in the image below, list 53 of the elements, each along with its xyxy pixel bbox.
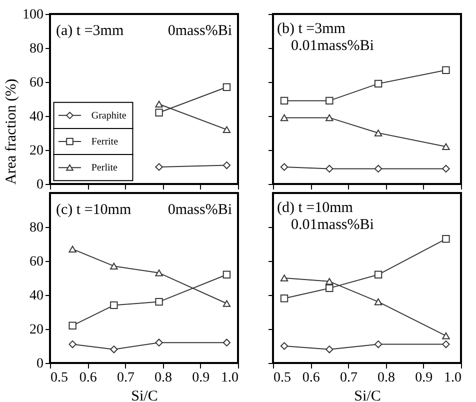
y-tick-label: 80 xyxy=(30,42,44,56)
legend-label: Graphite xyxy=(91,110,127,122)
point xyxy=(442,66,450,74)
annotation: 0mass%Bi xyxy=(168,202,232,218)
annotation: (d) t =10mm xyxy=(277,200,354,216)
annotation: (b) t =3mm xyxy=(277,21,346,37)
x-tick-label: 1.0 xyxy=(444,370,462,386)
point xyxy=(280,163,288,171)
x-tick-label: 0.7 xyxy=(340,370,358,386)
point xyxy=(374,164,382,173)
point xyxy=(155,163,163,171)
annotation: (a) t =3mm xyxy=(56,23,124,39)
annotation: 0.01mass%Bi xyxy=(291,38,374,54)
point xyxy=(222,161,231,170)
annotation: (c) t =10mm xyxy=(56,202,132,218)
point xyxy=(280,114,288,122)
point xyxy=(326,96,334,105)
y-tick-label: 40 xyxy=(30,288,44,304)
point xyxy=(222,83,231,91)
y-tick-label: 20 xyxy=(30,322,44,338)
x-axis-title: Si/C xyxy=(354,388,381,402)
legend-label: Perlite xyxy=(91,162,118,174)
x-tick-label: 0.9 xyxy=(192,370,210,386)
x-tick-label: 0.9 xyxy=(415,370,433,386)
annotation: 0mass%Bi xyxy=(168,23,232,39)
y-tick-label: 60 xyxy=(30,254,44,270)
x-tick-label: 0.5 xyxy=(50,370,68,386)
y-tick-label: 80 xyxy=(30,220,44,236)
y-tick-label: 60 xyxy=(30,76,44,90)
point xyxy=(374,130,382,136)
annotation: 0.01mass%Bi xyxy=(291,217,374,233)
x-tick-label: 0.6 xyxy=(302,370,320,386)
y-tick-label: 20 xyxy=(30,144,44,158)
y-tick-label: 0 xyxy=(36,178,44,192)
point xyxy=(374,80,382,88)
point xyxy=(442,143,450,150)
y-tick-label: 40 xyxy=(30,110,44,124)
point xyxy=(280,96,288,105)
x-tick-label: 0.7 xyxy=(116,370,134,386)
point xyxy=(442,164,450,173)
point xyxy=(155,108,163,116)
y-axis-title: Area fraction (%) xyxy=(4,78,20,184)
point xyxy=(326,164,334,173)
x-tick-label: 0.5 xyxy=(274,370,291,386)
x-axis-title: Si/C xyxy=(131,388,158,402)
x-tick-label: 0.8 xyxy=(378,370,396,386)
x-tick-label: 0.6 xyxy=(79,370,97,386)
point xyxy=(326,114,334,122)
legend-label: Ferrite xyxy=(91,136,119,148)
y-tick-label: 100 xyxy=(22,8,44,22)
x-tick-label: 0.8 xyxy=(154,370,172,386)
x-tick-label: 1.0 xyxy=(221,370,238,386)
y-tick-label: 0 xyxy=(36,356,44,372)
